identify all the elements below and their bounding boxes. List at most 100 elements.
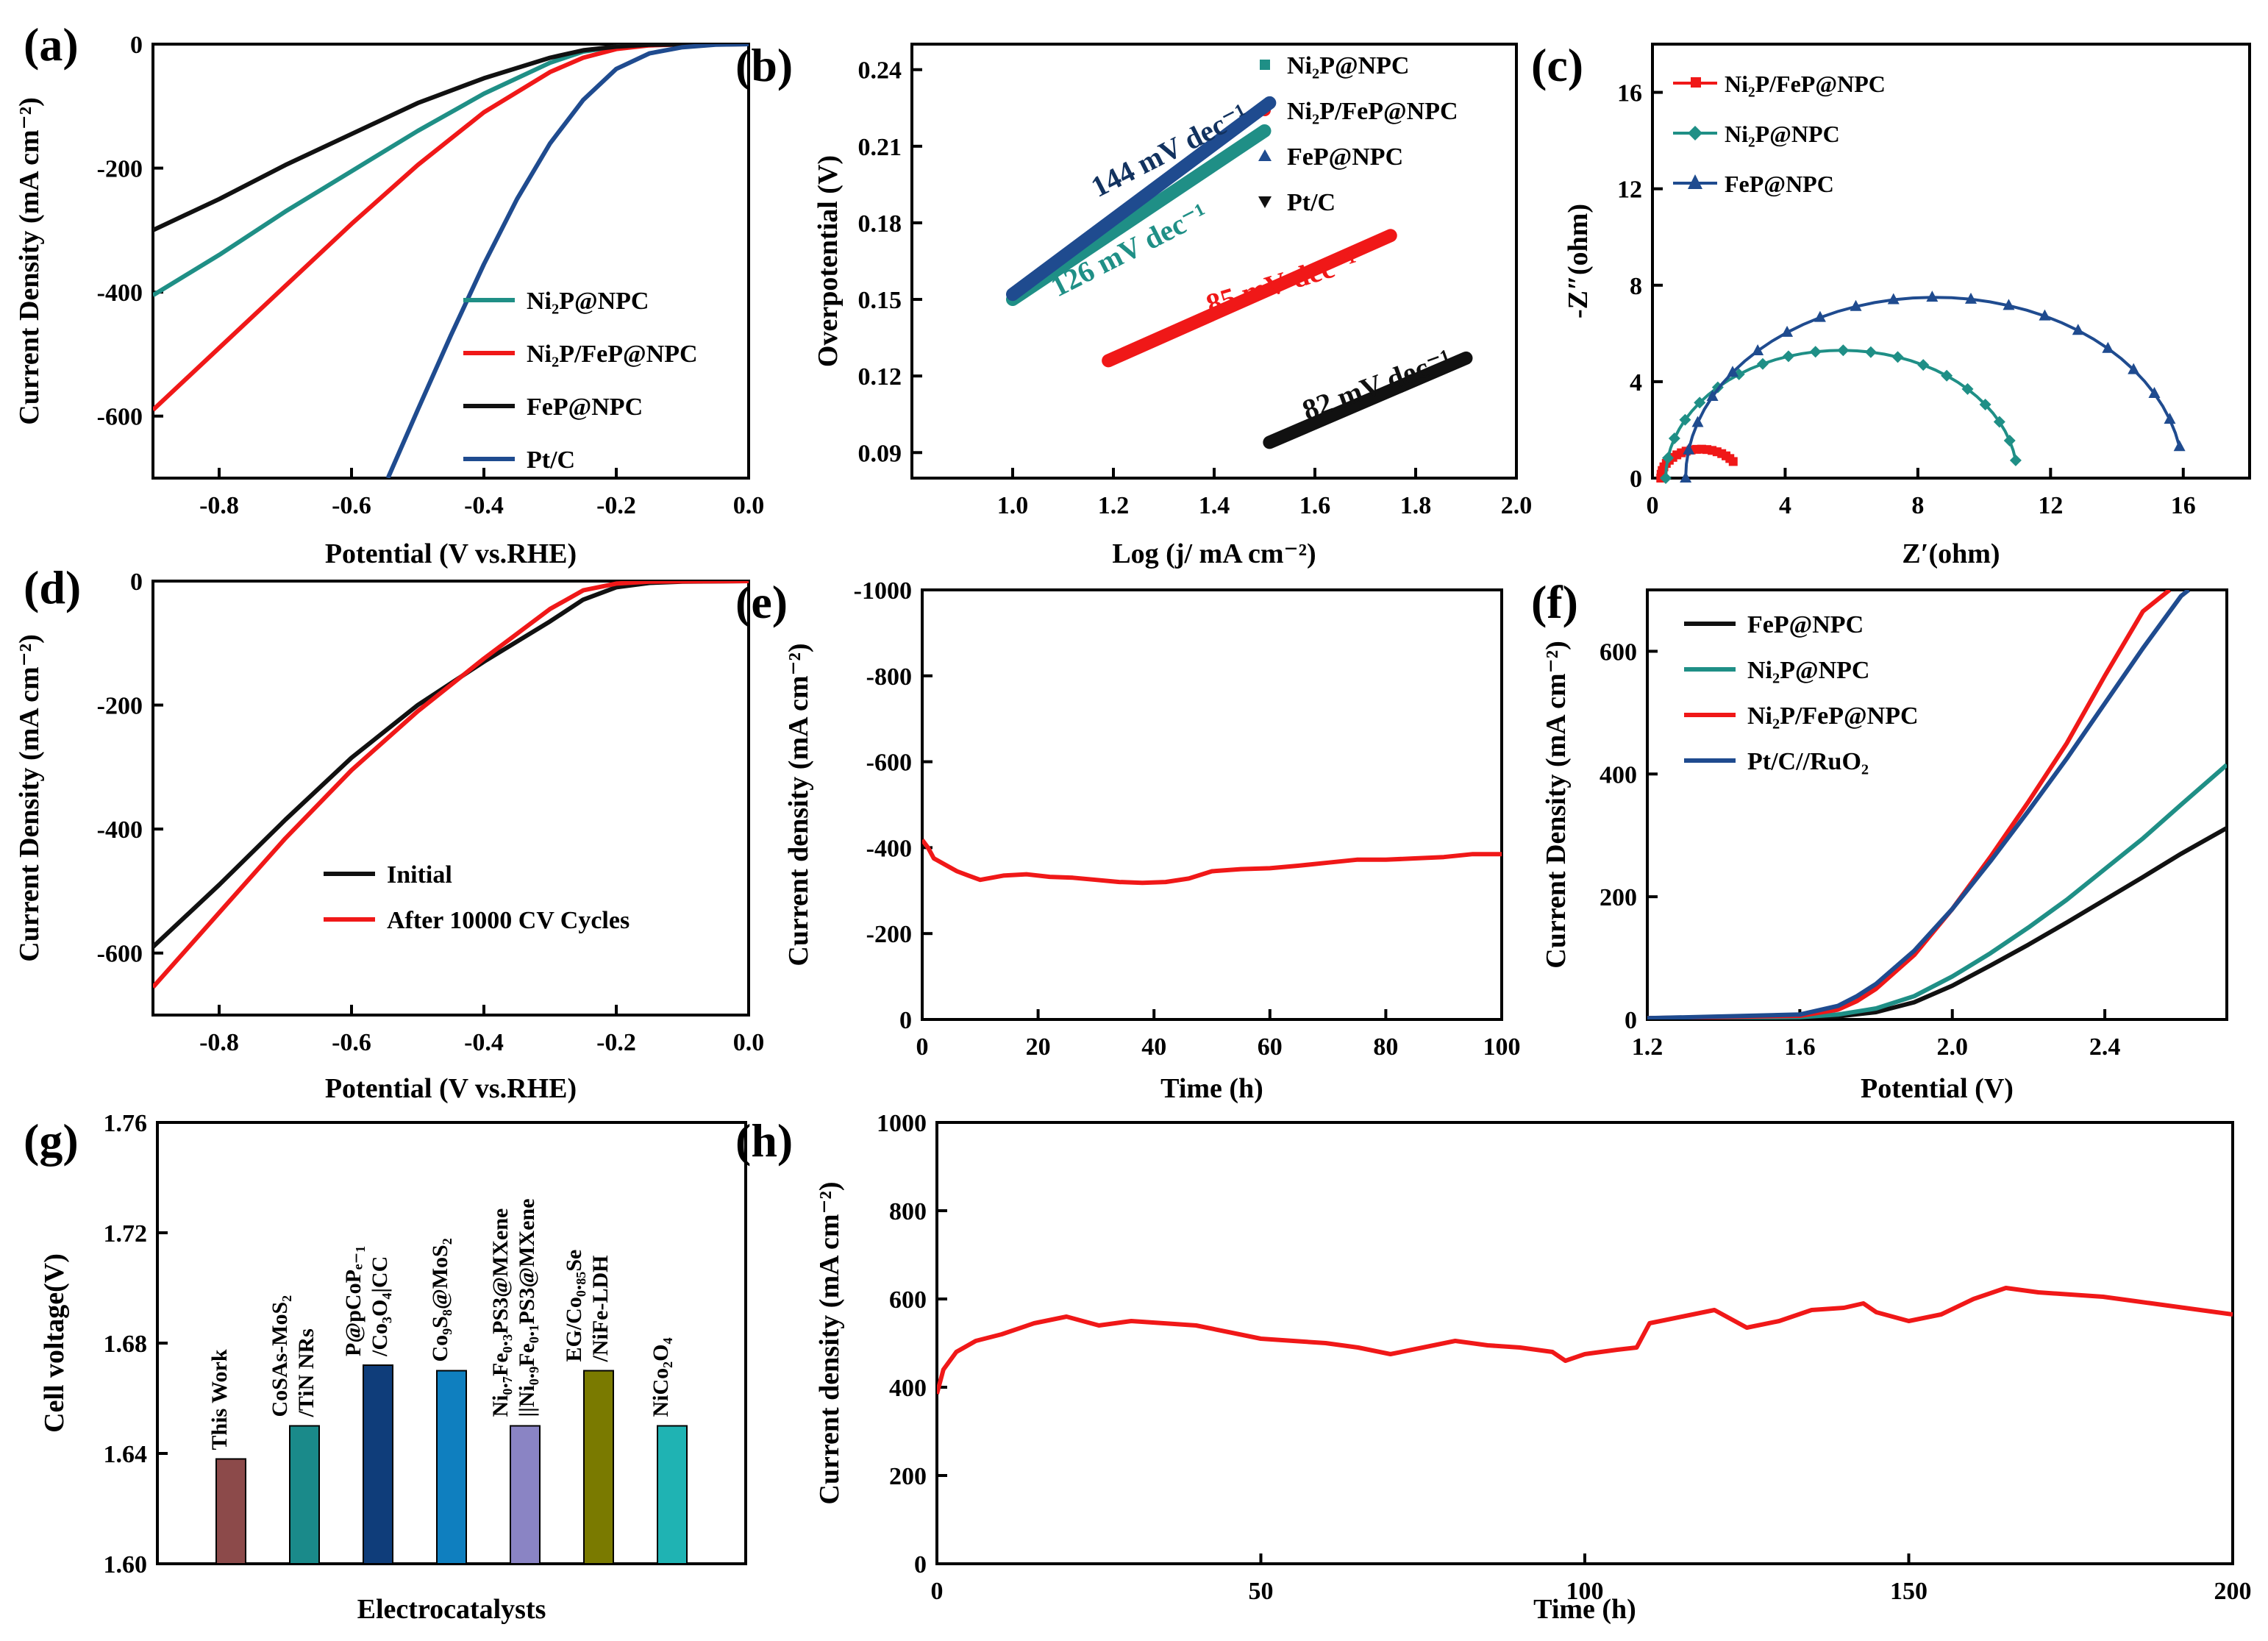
bar-5 [583,1370,614,1565]
x-tick-label: 1.6 [1784,1033,1816,1061]
panel-label-c: (c) [1531,39,1583,91]
legend-label: FeP@NPC [1287,143,1403,171]
x-tick-label: 1.0 [997,492,1029,519]
bar-label: EG/Co₀.₈₅Se [562,1250,586,1362]
y-tick-label: 0 [914,1551,927,1578]
bar-label: /NiFe-LDH [588,1256,613,1363]
x-tick-label: 0.0 [733,1029,765,1056]
x-tick-label: 100 [1483,1033,1521,1061]
series-line-a-0 [153,44,749,297]
y-tick-label: 200 [1600,884,1637,911]
y-axis-title-c: -Z″(ohm) [1563,204,1594,318]
nyquist-point [1691,416,1704,427]
bar-label: CoSAs-MoS₂ [268,1295,292,1417]
legend-label: Ni₂P@NPC [1747,657,1869,684]
x-tick-label: -0.6 [332,492,371,519]
y-axis-title-h: Current density (mA cm⁻²) [814,1181,845,1504]
x-tick-label: 1.6 [1299,492,1331,519]
x-tick-label: 1.2 [1098,492,1130,519]
y-tick-label: 400 [1600,761,1637,789]
legend-marker [1688,174,1702,189]
nyquist-point [2003,435,2016,447]
tafel-line-0 [1006,124,1272,307]
series-line-h-0 [937,1286,2233,1395]
y-tick-label: 1.60 [104,1551,148,1578]
bar-1 [289,1425,320,1565]
nyquist-point [1941,369,1953,382]
panel-c: (c) 0 4 8 12 16 0 4 8 12 16 Z′(ohm) -Z″(ohm) Ni₂P/FeP… [1531,39,2251,569]
nyquist-point [1964,292,1977,304]
nyquist-point [1756,357,1769,370]
y-tick-label: 0 [1625,1007,1637,1034]
x-tick-label: 1.2 [1632,1033,1663,1061]
bar-label: Co₉S₈@MoS₂ [428,1238,452,1361]
x-tick-label: -0.4 [464,1029,504,1056]
bar-label: /TiN NRs [294,1328,318,1417]
y-axis-title-a: Current Density (mA cm⁻²) [14,97,45,425]
y-tick-label: -800 [866,663,912,691]
nyquist-point [1814,310,1826,322]
plot-frame-f [1646,588,2228,1021]
x-axis-title-f: Potential (V) [1861,1073,2014,1104]
bar-6 [657,1425,688,1565]
nyquist-point [1891,351,1904,363]
nyquist-point [1993,416,2005,428]
legend-label: Ni₂P/FeP@NPC [527,341,698,368]
x-axis-title-e: Time (h) [1160,1073,1263,1104]
legend-label: FeP@NPC [1747,611,1864,638]
y-tick-label: 1.68 [104,1331,148,1358]
nyquist-point [1679,413,1691,426]
legend-label: FeP@NPC [527,394,643,421]
legend-marker [1258,149,1272,161]
series-line-a-2 [153,44,749,232]
y-tick-label: 1.64 [104,1441,148,1468]
x-tick-label: 8 [1911,492,1924,519]
x-axis-title-h: Time (h) [1533,1594,1636,1625]
x-axis-title-a: Potential (V vs.RHE) [325,538,577,569]
y-tick-label: 0.24 [858,57,902,85]
panel-f: (f) 1.2 1.6 2.0 2.4 0 200 400 600 Potential (V) Cu… [1531,576,2228,1104]
x-tick-label: 1.4 [1199,492,1230,519]
nyquist-point [1887,293,1900,305]
x-tick-label: 16 [2171,492,2196,519]
panel-g: (g) 1.60 1.64 1.68 1.72 1.76 Electrocatalysts C… [24,1110,747,1625]
x-tick-label: 50 [1249,1578,1274,1605]
nyquist-point [1733,368,1745,380]
legend-marker [1691,77,1701,88]
nyquist-point [1683,443,1695,455]
legend-marker [1688,126,1702,140]
y-tick-label: -600 [866,750,912,777]
nyquist-point [2128,363,2140,374]
panel-label-h: (h) [735,1114,793,1167]
plot-frame-d [151,580,750,1017]
y-tick-label: 0.21 [858,134,902,161]
slope-annotation: 85 mV dec⁻¹ [1202,243,1361,321]
legend-label: Ni₂P@NPC [1725,121,1840,147]
nyquist-point [1728,457,1738,466]
x-axis-title-b: Log (j/ mA cm⁻²) [1112,538,1316,569]
x-tick-label: 0 [1647,492,1659,519]
y-tick-label: 600 [1600,638,1637,666]
bar-label: P@pCoPₑ₋₁ [341,1246,365,1357]
y-tick-label: 0 [130,569,143,596]
y-tick-label: 0 [1630,466,1642,493]
series-line-f-1 [1647,763,2227,1019]
series-line-d-0 [153,581,749,949]
nyquist-point [1680,471,1692,483]
nyquist-point [2164,413,2176,424]
legend-label: FeP@NPC [1725,171,1834,197]
nyquist-point [1979,398,1991,410]
x-tick-label: 0 [931,1578,944,1605]
nyquist-point [1752,343,1764,355]
nyquist-point [2148,386,2161,398]
bar-label: /Co₃O₄|CC [368,1256,392,1357]
y-tick-label: 0.09 [858,440,902,467]
panel-label-a: (a) [24,18,79,71]
x-tick-label: -0.2 [596,1029,636,1056]
y-axis-title-g: Cell voltage(V) [39,1253,70,1433]
y-tick-label: 0 [130,32,143,59]
nyquist-point [1694,396,1706,409]
bar-4 [510,1425,541,1565]
legend-marker [1258,196,1272,208]
